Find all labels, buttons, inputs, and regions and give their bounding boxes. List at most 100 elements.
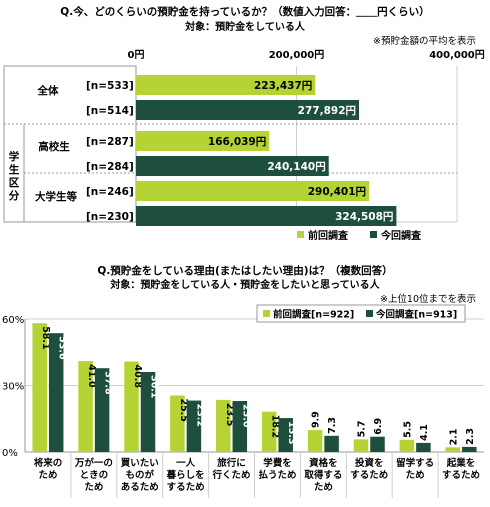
bar-value-label: 53.6 [57,336,68,360]
category-label: 留学する [396,457,434,469]
group-label: 全体 [37,84,59,97]
category-label: 起業を [446,457,476,469]
bar-value-label: 58.1 [40,326,51,349]
bar [370,436,385,452]
x-tick-label: 400,000円 [429,49,485,61]
bar [136,181,370,201]
legend-box [256,304,466,323]
y-tick-label: 60% [2,315,24,326]
bar [261,411,277,452]
y-tick-label: 0% [2,448,18,459]
category-label: 払うため [258,469,296,481]
bar-value-label: 23.5 [224,403,235,426]
category-label: ため [84,482,103,493]
bar [136,131,270,151]
n-label: [n=246] [86,186,134,198]
category-label: するため [350,470,388,481]
category-label: 旅行に [217,457,246,469]
category-label: 暮らしを [166,469,205,481]
x-tick-label: 0円 [128,49,145,61]
bar [136,75,316,95]
bar [278,418,293,452]
x-tick-label: 200,000円 [269,49,325,61]
bar [136,100,360,120]
bar-value-label: 223,437円 [254,80,312,92]
category-label: 学費を [263,457,292,469]
bar [140,371,156,452]
bar-value-label: 5.5 [402,421,413,438]
legend-label: 前回調査 [308,229,349,242]
bar [32,323,47,452]
bar [94,368,110,452]
bar-value-label: 18.2 [270,415,281,438]
bar [445,447,461,452]
category-label: 一人 [176,457,196,469]
category-label: 投資を [355,457,384,469]
bar [307,430,323,452]
chart1-title: Q.今、どのくらいの預貯金を持っているか？（数値入力回答：＿＿円くらい） [60,6,430,18]
bar [136,156,329,176]
legend-label: 今回調査 [380,229,422,242]
bar [48,333,64,452]
category-label: あるため [121,481,159,493]
bar [78,361,93,452]
bar-value-label: 240,140円 [267,161,325,173]
n-label: [n=284] [86,161,134,173]
bar [186,400,202,452]
legend-swatch [297,231,304,238]
chart1-subtitle: 対象：預貯金をしている人 [185,22,305,33]
bar-value-label: 2.3 [465,428,476,445]
bar-value-label: 4.1 [419,424,430,441]
category-label: ものが [125,469,154,481]
legend-label: 前回調査[n=922] [273,309,354,321]
bar [136,206,397,226]
bar [124,361,139,452]
bar-value-label: 277,892円 [298,105,356,117]
legend-swatch [370,231,377,238]
category-label: 取得する [304,469,342,481]
category-label: するため [442,470,480,481]
bar-value-label: 37.8 [103,371,114,395]
category-label: 買いたい [121,458,159,469]
n-label: [n=287] [86,136,134,148]
category-label: ため [406,470,425,481]
bar-value-label: 23.0 [240,404,251,428]
bar [232,401,248,452]
bar [216,399,231,452]
side-label-char: 生 [9,163,20,176]
side-label-char: 区 [9,177,20,189]
bar [416,442,431,452]
bar-value-label: 36.1 [149,375,160,398]
category-label: するため [167,482,205,493]
chart2-note: ※上位10位までを表示 [379,294,476,305]
chart2-title: Q.預貯金をしている理由(またはしたい理由)は？（複数回答） [97,265,393,277]
category-label: 万が一の [74,457,113,469]
group-label: 大学生等 [35,190,77,203]
y-tick-label: 30% [2,382,24,393]
bar-value-label: 324,508円 [335,211,393,223]
category-label: ため [314,482,333,493]
bar [462,446,477,452]
bar-value-label: 25.5 [178,398,189,421]
bar-value-label: 41.0 [86,364,97,388]
bar [399,439,415,452]
n-label: [n=230] [86,211,134,223]
chart2-subtitle: 対象：預貯金をしている人・預貯金をしたいと思っている人 [110,280,380,291]
bar-value-label: 15.3 [286,421,297,444]
legend-swatch [366,310,373,317]
bar-value-label: 2.1 [448,429,459,446]
bar-value-label: 9.9 [311,411,322,428]
bar-value-label: 166,039円 [208,136,266,148]
n-label: [n=514] [86,105,134,117]
n-label: [n=533] [86,80,134,92]
group-label: 高校生 [38,140,70,153]
bar-value-label: 5.7 [357,421,368,438]
side-label-char: 学 [9,150,20,163]
side-label-char: 分 [9,189,20,202]
bar [353,439,369,452]
category-label: ときの [80,470,109,481]
category-label: 将来の [34,457,63,469]
bar-value-label: 40.8 [132,365,143,389]
legend-swatch [263,310,270,317]
